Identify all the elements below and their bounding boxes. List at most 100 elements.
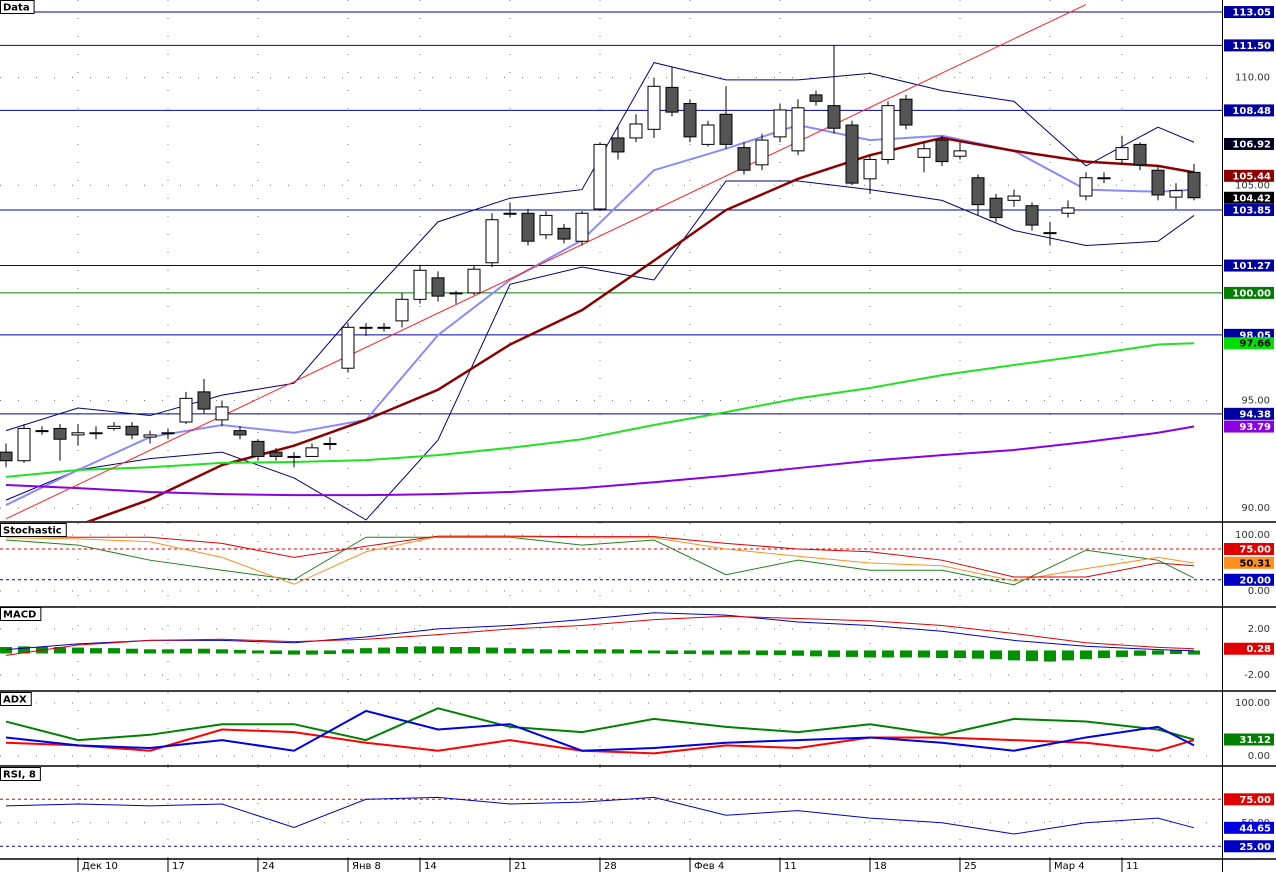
price-tag bbox=[1224, 6, 1274, 19]
histogram-bar bbox=[1044, 650, 1056, 662]
candle-body bbox=[485, 219, 499, 264]
panel-title: RSI, 8 bbox=[3, 770, 36, 781]
candle-body bbox=[467, 268, 481, 294]
candle-body bbox=[557, 227, 571, 240]
candle-body bbox=[629, 123, 643, 139]
price-tag bbox=[1224, 573, 1274, 586]
histogram-bar bbox=[1116, 650, 1128, 657]
candle-body bbox=[1043, 232, 1057, 235]
x-tick-label: 25 bbox=[964, 861, 977, 872]
histogram-bar bbox=[162, 649, 174, 654]
histogram-bar bbox=[108, 648, 120, 654]
histogram-bar bbox=[504, 648, 516, 654]
candle-body bbox=[953, 150, 967, 157]
histogram-bar bbox=[936, 650, 948, 659]
price-tag-label: 44.65 bbox=[1239, 823, 1271, 834]
histogram-bar bbox=[180, 648, 192, 654]
panel-title-box bbox=[0, 692, 32, 706]
candle-body bbox=[35, 430, 49, 433]
histogram-bar bbox=[72, 647, 84, 654]
price-tag bbox=[1224, 542, 1274, 555]
histogram-bar bbox=[792, 650, 804, 656]
histogram-bar bbox=[216, 649, 228, 654]
candle-body bbox=[593, 143, 607, 210]
candle-body bbox=[1061, 207, 1075, 214]
histogram-bar bbox=[846, 650, 858, 657]
candle-body bbox=[269, 451, 283, 457]
y-tick-label: 95.00 bbox=[1241, 395, 1270, 406]
candle-body bbox=[989, 197, 1003, 219]
panel-title: Stochastic bbox=[3, 526, 62, 537]
histogram-bar bbox=[468, 647, 480, 654]
histogram-bar bbox=[720, 650, 732, 655]
histogram-bar bbox=[756, 650, 768, 656]
price-tag bbox=[1224, 733, 1274, 746]
price-tag-label: 0.28 bbox=[1246, 644, 1271, 655]
price-tag-label: 97.66 bbox=[1239, 339, 1271, 350]
histogram-bar bbox=[234, 649, 246, 654]
candle-body bbox=[17, 427, 31, 462]
candle-body bbox=[611, 137, 625, 153]
candle-body bbox=[917, 148, 931, 158]
indicator-line bbox=[5, 709, 1195, 752]
x-tick-label: 28 bbox=[604, 861, 617, 872]
candle-body bbox=[1079, 177, 1093, 197]
y-tick-label: -2.00 bbox=[1244, 670, 1270, 681]
y-tick-label: 0.00 bbox=[1248, 586, 1270, 597]
price-tag-label: 20.00 bbox=[1239, 575, 1271, 586]
candle-body bbox=[89, 432, 103, 435]
price-tag bbox=[1224, 821, 1274, 834]
indicator-line bbox=[5, 123, 1195, 506]
x-tick-label: 11 bbox=[784, 861, 797, 872]
x-tick-label: 14 bbox=[424, 861, 437, 872]
candle-body bbox=[1025, 205, 1039, 226]
histogram-bar bbox=[1062, 650, 1074, 661]
indicator-line bbox=[86, 136, 1195, 521]
histogram-bar bbox=[1008, 650, 1020, 661]
panel bbox=[0, 0, 1222, 521]
histogram-bar bbox=[414, 646, 426, 654]
indicator-line bbox=[5, 612, 1195, 652]
panel-title-box bbox=[0, 0, 35, 14]
candle-body bbox=[161, 432, 175, 435]
histogram-bar bbox=[1134, 650, 1146, 656]
candle-body bbox=[53, 427, 67, 440]
candle-body bbox=[827, 105, 841, 129]
candle-body bbox=[1097, 177, 1111, 180]
candle-body bbox=[719, 113, 733, 145]
histogram-bar bbox=[342, 649, 354, 654]
candle-body bbox=[71, 432, 85, 436]
candle-body bbox=[143, 434, 157, 438]
candle-body bbox=[899, 98, 913, 126]
price-tag bbox=[1224, 169, 1274, 182]
price-tag-label: 111.50 bbox=[1232, 41, 1271, 52]
x-tick-label: 24 bbox=[262, 861, 275, 872]
candle-body bbox=[755, 139, 769, 166]
price-tag bbox=[1224, 137, 1274, 150]
histogram-bar bbox=[90, 648, 102, 654]
histogram-bar bbox=[918, 650, 930, 658]
histogram-bar bbox=[0, 647, 12, 654]
histogram-bar bbox=[198, 648, 210, 654]
price-tag-label: 103.85 bbox=[1232, 206, 1271, 217]
candle-body bbox=[881, 105, 895, 160]
y-tick-label: 105.00 bbox=[1235, 180, 1270, 191]
x-tick-label: Янв 8 bbox=[352, 861, 381, 872]
histogram-bar bbox=[1026, 650, 1038, 661]
candle-body bbox=[935, 139, 949, 163]
indicator-line bbox=[5, 615, 1195, 656]
candle-body bbox=[341, 326, 355, 369]
histogram-bar bbox=[630, 649, 642, 654]
price-tag-label: 98.05 bbox=[1239, 330, 1271, 341]
price-tag bbox=[1224, 191, 1274, 204]
price-tag-label: 113.05 bbox=[1232, 8, 1271, 19]
x-tick-label: 17 bbox=[172, 861, 185, 872]
x-tick-label: 18 bbox=[874, 861, 887, 872]
histogram-bar bbox=[360, 648, 372, 654]
price-tag-label: 93.79 bbox=[1239, 422, 1271, 433]
price-tag-label: 104.42 bbox=[1232, 193, 1271, 204]
price-tag-label: 50.31 bbox=[1239, 558, 1271, 569]
indicator-line bbox=[5, 342, 1195, 478]
panel-title-box bbox=[0, 523, 67, 537]
